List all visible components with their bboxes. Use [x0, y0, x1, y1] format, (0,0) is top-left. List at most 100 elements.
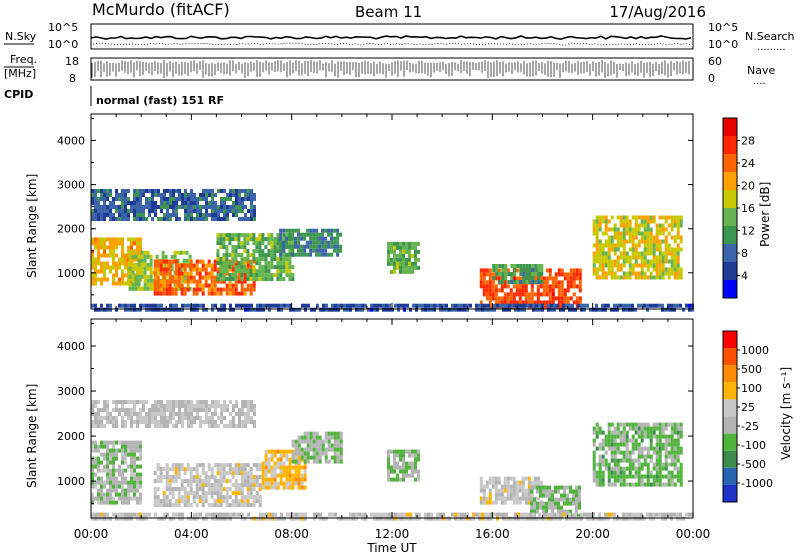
data-cell-3 — [225, 261, 229, 266]
data-cell-1 — [201, 495, 205, 500]
data-cell-4 — [100, 408, 103, 412]
data-cell-5 — [196, 209, 199, 213]
data-cell-0 — [94, 496, 97, 501]
data-cell-8 — [525, 276, 529, 280]
data-cell-4 — [336, 240, 340, 245]
data-cell-10 — [433, 303, 436, 308]
data-cell-3 — [294, 455, 298, 460]
data-cell-2 — [219, 279, 223, 284]
data-cell-2 — [210, 279, 214, 284]
data-cell-5 — [193, 217, 196, 221]
data-cell-9 — [379, 516, 382, 521]
noise-trace — [90, 35, 692, 46]
data-cell-3 — [264, 265, 268, 270]
data-cell-6 — [521, 476, 525, 481]
data-cell-8 — [652, 446, 656, 451]
data-cell-0 — [103, 480, 106, 485]
data-cell-5 — [163, 217, 166, 221]
data-cell-6 — [512, 492, 516, 497]
data-cell-1 — [219, 503, 223, 508]
data-cell-9 — [655, 512, 658, 517]
data-cell-10 — [280, 303, 283, 308]
data-cell-8 — [658, 458, 662, 463]
data-cell-6 — [396, 245, 399, 250]
data-cell-2 — [156, 279, 160, 284]
data-cell-9 — [619, 255, 623, 260]
data-cell-9 — [223, 516, 226, 521]
data-cell-3 — [306, 455, 310, 460]
data-cell-1 — [131, 282, 135, 287]
data-cell-5 — [184, 217, 187, 221]
data-cell-1 — [177, 475, 181, 480]
data-cell-8 — [613, 446, 617, 451]
data-cell-2 — [237, 279, 241, 284]
data-cell-5 — [121, 209, 124, 213]
data-cell-5 — [205, 197, 208, 201]
data-cell-4 — [184, 400, 187, 404]
data-cell-1 — [143, 282, 147, 287]
data-cell-0 — [124, 492, 127, 497]
data-cell-9 — [610, 512, 613, 517]
data-cell-10 — [376, 307, 379, 312]
data-cell-4 — [336, 244, 340, 249]
data-cell-4 — [235, 412, 238, 416]
data-cell-9 — [328, 512, 331, 517]
data-cell-7 — [551, 292, 555, 297]
data-cell-1 — [225, 463, 229, 468]
data-cell-5 — [405, 449, 408, 454]
data-cell-3 — [279, 273, 283, 278]
data-cell-9 — [403, 516, 406, 521]
data-cell-7 — [542, 280, 546, 285]
data-cell-3 — [258, 249, 262, 254]
data-cell-0 — [115, 253, 118, 258]
data-cell-10 — [586, 303, 589, 308]
data-cell-8 — [501, 276, 505, 280]
data-cell-1 — [143, 266, 147, 271]
data-cell-8 — [667, 454, 671, 459]
data-cell-8 — [667, 434, 671, 439]
data-cell-2 — [228, 279, 232, 284]
data-cell-5 — [253, 213, 256, 217]
data-cell-3 — [243, 269, 247, 274]
data-cell-5 — [402, 477, 405, 482]
data-cell-0 — [139, 456, 142, 461]
data-cell-2 — [159, 279, 163, 284]
data-cell-9 — [658, 251, 662, 256]
data-cell-9 — [322, 516, 325, 521]
data-cell-3 — [258, 261, 262, 266]
data-cell-0 — [139, 492, 142, 497]
data-cell-4 — [109, 412, 112, 416]
data-cell-1 — [137, 262, 141, 267]
data-cell-4 — [166, 424, 169, 428]
data-cell-6 — [506, 496, 510, 501]
data-cell-8 — [652, 450, 656, 455]
data-cell-0 — [103, 245, 106, 250]
data-cell-2 — [171, 279, 175, 284]
data-cell-9 — [514, 512, 517, 517]
data-cell-10 — [388, 307, 391, 312]
data-cell-8 — [631, 422, 635, 427]
colorbar-tick-label: 24 — [741, 157, 755, 170]
data-cell-2 — [285, 485, 289, 490]
data-cell-0 — [124, 265, 127, 270]
data-cell-8 — [622, 470, 626, 475]
data-cell-7 — [545, 501, 548, 506]
data-cell-5 — [163, 201, 166, 205]
data-cell-10 — [136, 307, 139, 312]
data-cell-1 — [219, 491, 223, 496]
power-colorbar-label: Power [dB] — [758, 182, 772, 247]
data-cell-1 — [185, 258, 189, 263]
data-cell-4 — [187, 416, 190, 420]
data-cell-0 — [112, 448, 115, 453]
data-cell-8 — [637, 478, 641, 483]
data-cell-5 — [166, 189, 169, 193]
data-cell-3 — [288, 257, 292, 262]
data-cell-9 — [544, 512, 547, 517]
data-cell-4 — [202, 404, 205, 408]
data-cell-2 — [174, 283, 178, 288]
data-cell-0 — [112, 245, 115, 250]
data-cell-7 — [572, 493, 575, 498]
data-cell-0 — [121, 245, 124, 250]
data-cell-3 — [279, 257, 283, 262]
data-cell-4 — [151, 416, 154, 420]
